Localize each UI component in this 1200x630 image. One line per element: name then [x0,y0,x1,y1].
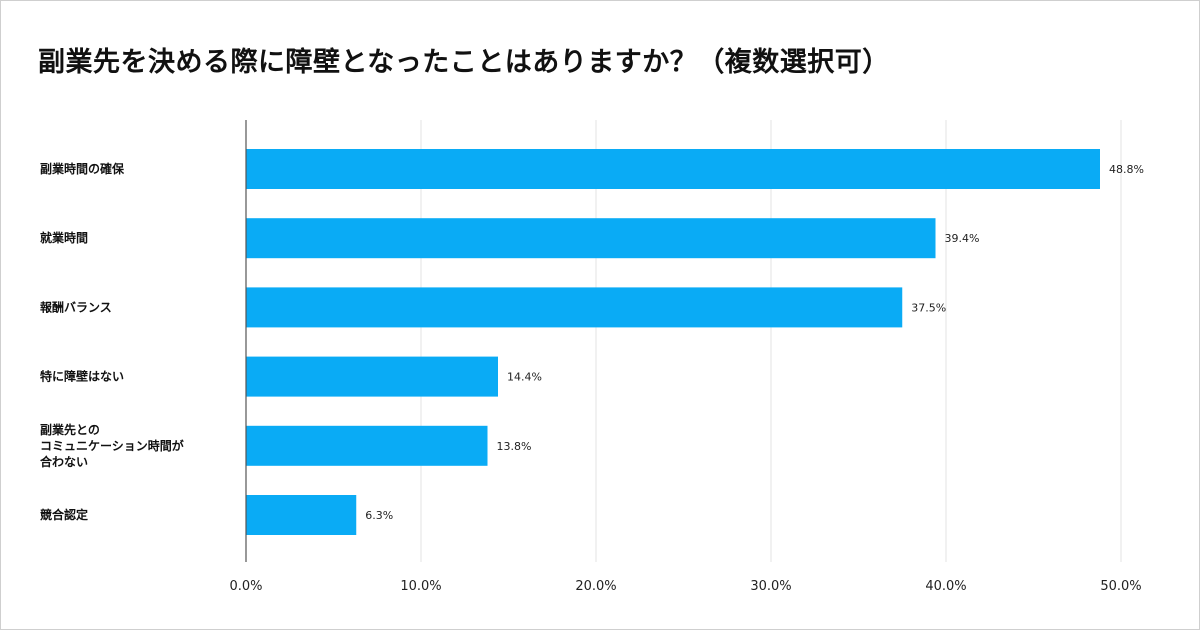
x-tick-label: 10.0% [400,579,441,594]
category-label-line: 競合認定 [40,507,88,522]
bars [246,149,1100,535]
gridlines [420,120,1122,562]
category-label: 副業時間の確保 [40,161,125,176]
x-tick-label: 40.0% [925,579,966,594]
category-label: 競合認定 [40,507,88,522]
category-label: 特に障壁はない [40,369,124,384]
x-tick-label: 50.0% [1100,579,1141,594]
bar [246,356,498,397]
category-label-line: 合わない [40,454,88,469]
category-label-line: 就業時間 [40,230,88,245]
labels: 0.0% 10.0% 20.0% 30.0% 40.0% 50.0% 48.8% 副業時間の確… [40,161,1144,594]
value-label: 39.4% [945,232,980,245]
bar [246,495,357,535]
value-label: 13.8% [497,440,532,453]
bar [246,149,1100,189]
category-label: 副業先とのコミュニケーション時間が合わない [40,422,184,469]
category-label-line: コミュニケーション時間が [40,438,184,453]
category-label: 就業時間 [40,230,88,245]
bar [246,425,488,466]
category-label-line: 副業時間の確保 [40,161,125,176]
chart-title: 副業先を決める際に障壁となったことはありますか？（複数選択可） [38,47,890,78]
category-label: 報酬バランス [40,299,112,314]
x-tick-label: 30.0% [750,579,791,594]
category-label-line: 報酬バランス [40,299,112,314]
x-tick-label: 0.0% [229,579,262,594]
bar [246,287,903,328]
category-label-line: 特に障壁はない [40,369,124,384]
value-label: 48.8% [1109,163,1144,176]
category-label-line: 副業先との [40,422,100,437]
bar [246,218,936,259]
value-label: 14.4% [507,371,542,384]
x-tick-label: 20.0% [575,579,616,594]
value-label: 37.5% [911,301,946,314]
value-label: 6.3% [365,509,393,522]
